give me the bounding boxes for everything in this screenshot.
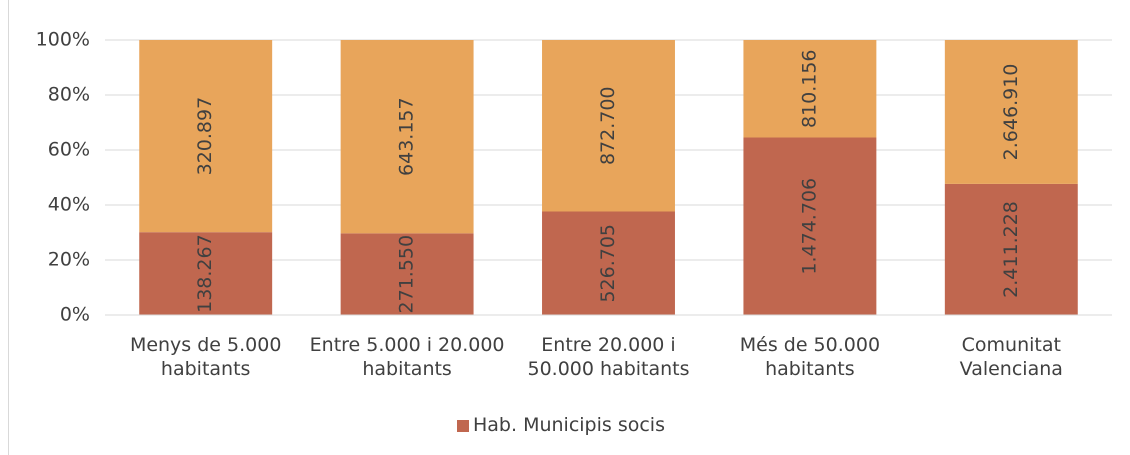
data-label: 526.705 [597,224,619,303]
x-tick-label: Comunitat Valenciana [959,334,1063,380]
bar-segment [944,40,1078,184]
y-tick-label: 0% [60,304,90,326]
bar-segment [542,211,675,315]
data-label: 138.267 [194,234,216,313]
y-tick-label: 20% [48,249,90,271]
bar-segment [139,232,273,315]
data-label: 1.474.706 [798,178,820,275]
y-tick-label: 60% [48,139,90,161]
data-label: 872.700 [597,86,619,165]
x-tick-label: Entre 20.000 i 50.000 habitants [527,334,690,380]
y-tick-label: 100% [36,29,90,51]
data-label: 810.156 [798,49,820,128]
bar-segment [340,40,474,234]
bar-segment [542,40,675,212]
legend-swatch [457,420,469,432]
x-tick-label: Entre 5.000 i 20.000 habitants [309,334,505,380]
data-label: 2.646.910 [1000,64,1022,161]
chart-frame [8,0,9,455]
data-label: 643.157 [396,97,418,176]
x-tick-label: Menys de 5.000 habitants [129,334,282,380]
data-label: 271.550 [396,235,418,314]
data-label: 2.411.228 [1000,201,1022,298]
legend-label: Hab. Municipis socis [473,414,665,436]
bar-segment [743,40,877,138]
bar-segment [340,233,474,315]
x-tick-label: Més de 50.000 habitants [739,334,881,380]
bar-segment [743,137,877,315]
bar-segment [944,183,1078,315]
y-tick-label: 80% [48,84,90,106]
y-tick-label: 40% [48,194,90,216]
bar-segment [139,40,273,233]
data-label: 320.897 [194,97,216,176]
